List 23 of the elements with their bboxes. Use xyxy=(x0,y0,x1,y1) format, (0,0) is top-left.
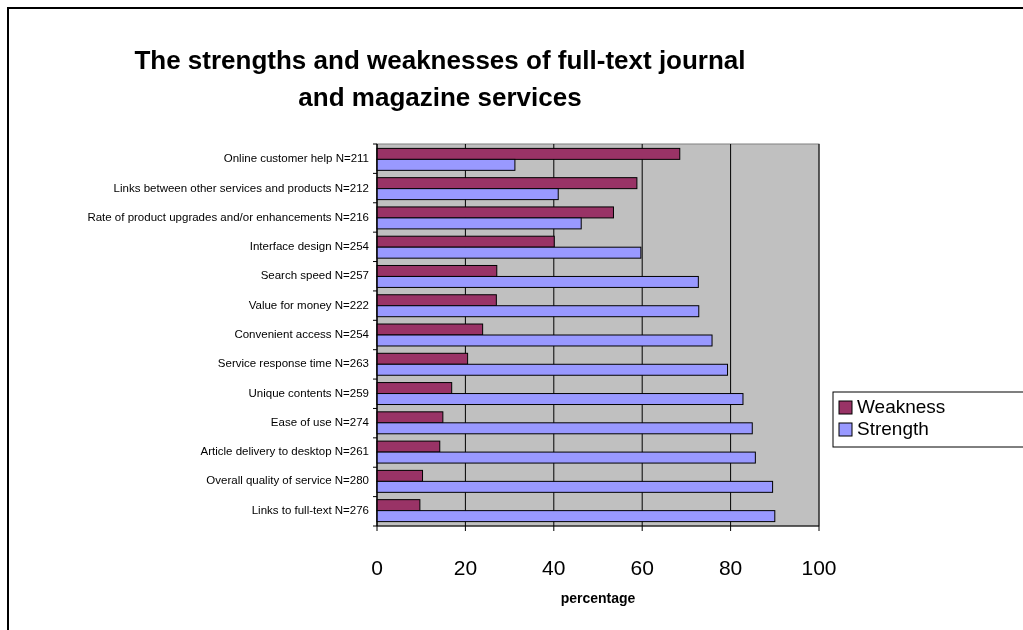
y-tick-label: Overall quality of service N=280 xyxy=(206,474,369,487)
y-tick-label: Value for money N=222 xyxy=(248,298,369,311)
y-tick-label: Rate of product upgrades and/or enhancements N=216 xyxy=(87,210,369,223)
y-tick-label: Article delivery to desktop N=261 xyxy=(200,445,369,458)
x-tick-label: 80 xyxy=(718,556,743,579)
y-tick-label: Links between other services and products N=212 xyxy=(113,181,369,194)
y-tick-label: Ease of use N=274 xyxy=(270,415,370,428)
x-tick-label: 60 xyxy=(630,556,654,579)
legend-label: Strength xyxy=(857,418,929,439)
y-tick-label: Online customer help N=211 xyxy=(223,152,369,165)
x-tick-label: 40 xyxy=(542,556,566,579)
chart-title: The strengths and weaknesses of full-text journal and magazine services xyxy=(134,45,746,112)
y-tick-label: Unique contents N=259 xyxy=(248,386,369,399)
y-tick-label: Links to full-text N=276 xyxy=(251,503,369,516)
y-tick-label: Search speed N=257 xyxy=(260,269,369,282)
y-tick-label: Convenient access N=254 xyxy=(234,328,370,341)
legend-label: Weakness xyxy=(857,396,946,417)
y-tick-label: Interface design N=254 xyxy=(249,240,370,253)
y-tick-label: Service response time N=263 xyxy=(217,357,369,370)
x-tick-label: 100 xyxy=(801,556,837,579)
x-tick-label: 0 xyxy=(371,556,383,579)
x-axis-title: percentage xyxy=(560,590,636,606)
x-tick-label: 20 xyxy=(453,556,478,579)
